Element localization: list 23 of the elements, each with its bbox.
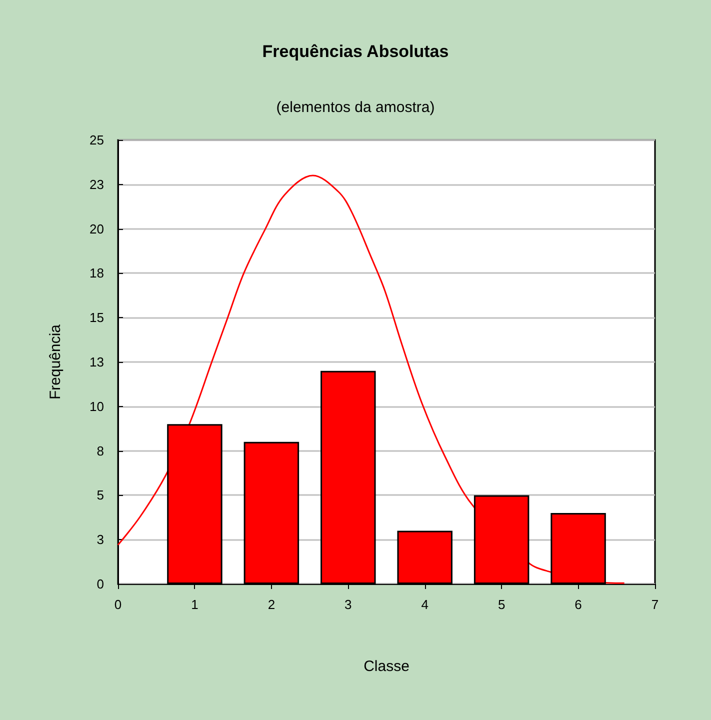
x-tick-label: 5	[498, 597, 506, 612]
y-tick-label: 0	[96, 576, 104, 592]
y-tick-label: 13	[90, 354, 104, 370]
y-tick-label: 20	[90, 221, 104, 236]
y-axis-title: Frequência	[47, 324, 64, 400]
y-tick-label: 23	[90, 176, 104, 192]
x-tick-label: 3	[344, 597, 352, 612]
y-tick-label: 8	[96, 443, 104, 458]
x-tick-label: 1	[191, 597, 198, 612]
x-tick-label: 0	[114, 597, 122, 612]
y-tick-label: 3	[96, 532, 104, 548]
y-tick-label: 25	[90, 132, 104, 148]
chart-title: Frequências Absolutas	[262, 42, 449, 61]
x-tick-label: 7	[651, 597, 659, 612]
x-tick-label: 2	[268, 597, 276, 612]
y-tick-label: 5	[96, 488, 104, 503]
y-tick-label: 18	[90, 266, 104, 281]
x-tick-label: 4	[421, 597, 428, 612]
x-axis-title: Classe	[364, 658, 410, 675]
y-tick-label: 15	[90, 310, 104, 326]
y-tick-label: 10	[90, 398, 104, 414]
x-tick-label: 6	[574, 597, 582, 612]
chart-subtitle: (elementos da amostra)	[276, 99, 435, 116]
